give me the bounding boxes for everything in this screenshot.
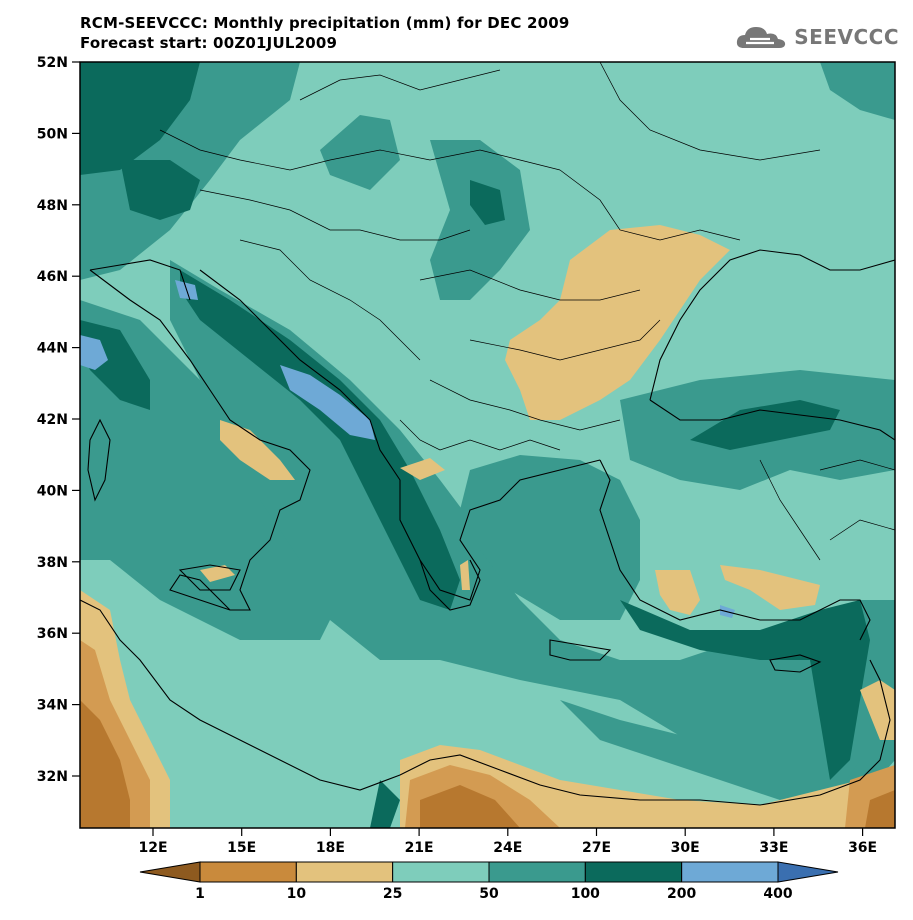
colorbar-max-arrow <box>777 861 839 883</box>
lon-label: 24E <box>493 840 522 856</box>
coastlines <box>80 249 895 806</box>
colorbar-box <box>392 861 490 883</box>
lat-label: 48N <box>37 198 68 214</box>
lat-label: 44N <box>37 341 68 357</box>
lon-label: 36E <box>848 840 877 856</box>
lon-label: 33E <box>759 840 788 856</box>
precipitation-field <box>80 62 895 828</box>
colorbar-box <box>584 861 683 883</box>
lon-label: 21E <box>405 840 434 856</box>
lat-label: 34N <box>37 698 68 714</box>
colorbar-label: 200 <box>667 886 696 902</box>
lat-label: 40N <box>37 483 68 499</box>
lon-label: 15E <box>227 840 256 856</box>
lat-label: 36N <box>37 626 68 642</box>
colorbar-box <box>295 861 394 883</box>
colorbar-label: 10 <box>287 886 307 902</box>
colorbar-box <box>681 861 779 883</box>
logo-text: SEEVCCC <box>794 25 899 49</box>
colorbar-label: 400 <box>763 886 792 902</box>
lat-label: 42N <box>37 412 68 428</box>
colorbar-min-arrow <box>139 861 201 883</box>
lat-label: 32N <box>37 769 68 785</box>
latitude-axis: 52N 50N 48N 46N 44N 42N 40N 38N 36N 34N 32N <box>37 55 80 785</box>
colorbar-box <box>199 861 297 883</box>
longitude-axis: 12E 15E 18E 21E 24E 27E 30E 33E 36E <box>138 828 877 856</box>
lon-label: 18E <box>316 840 345 856</box>
lat-label: 46N <box>37 269 68 285</box>
lon-label: 27E <box>582 840 611 856</box>
colorbar-label: 25 <box>383 886 402 902</box>
colorbar-label: 50 <box>479 886 499 902</box>
colorbar-box <box>488 861 586 883</box>
lat-label: 38N <box>37 555 68 571</box>
lon-label: 12E <box>138 840 167 856</box>
forecast-start-label: Forecast start: 00Z01JUL2009 <box>80 34 338 52</box>
lat-label: 52N <box>37 55 68 71</box>
colorbar-label: 100 <box>571 886 600 902</box>
lat-label: 50N <box>37 126 68 142</box>
lon-label: 30E <box>671 840 700 856</box>
map-title: RCM-SEEVCCC: Monthly precipitation (mm) … <box>80 14 570 32</box>
colorbar: 1 10 25 50 100 200 400 <box>139 861 839 902</box>
seevccc-logo: SEEVCCC <box>734 22 899 52</box>
cloud-logo-icon <box>737 27 786 48</box>
map-frame <box>79 61 896 829</box>
colorbar-label: 1 <box>195 886 205 902</box>
